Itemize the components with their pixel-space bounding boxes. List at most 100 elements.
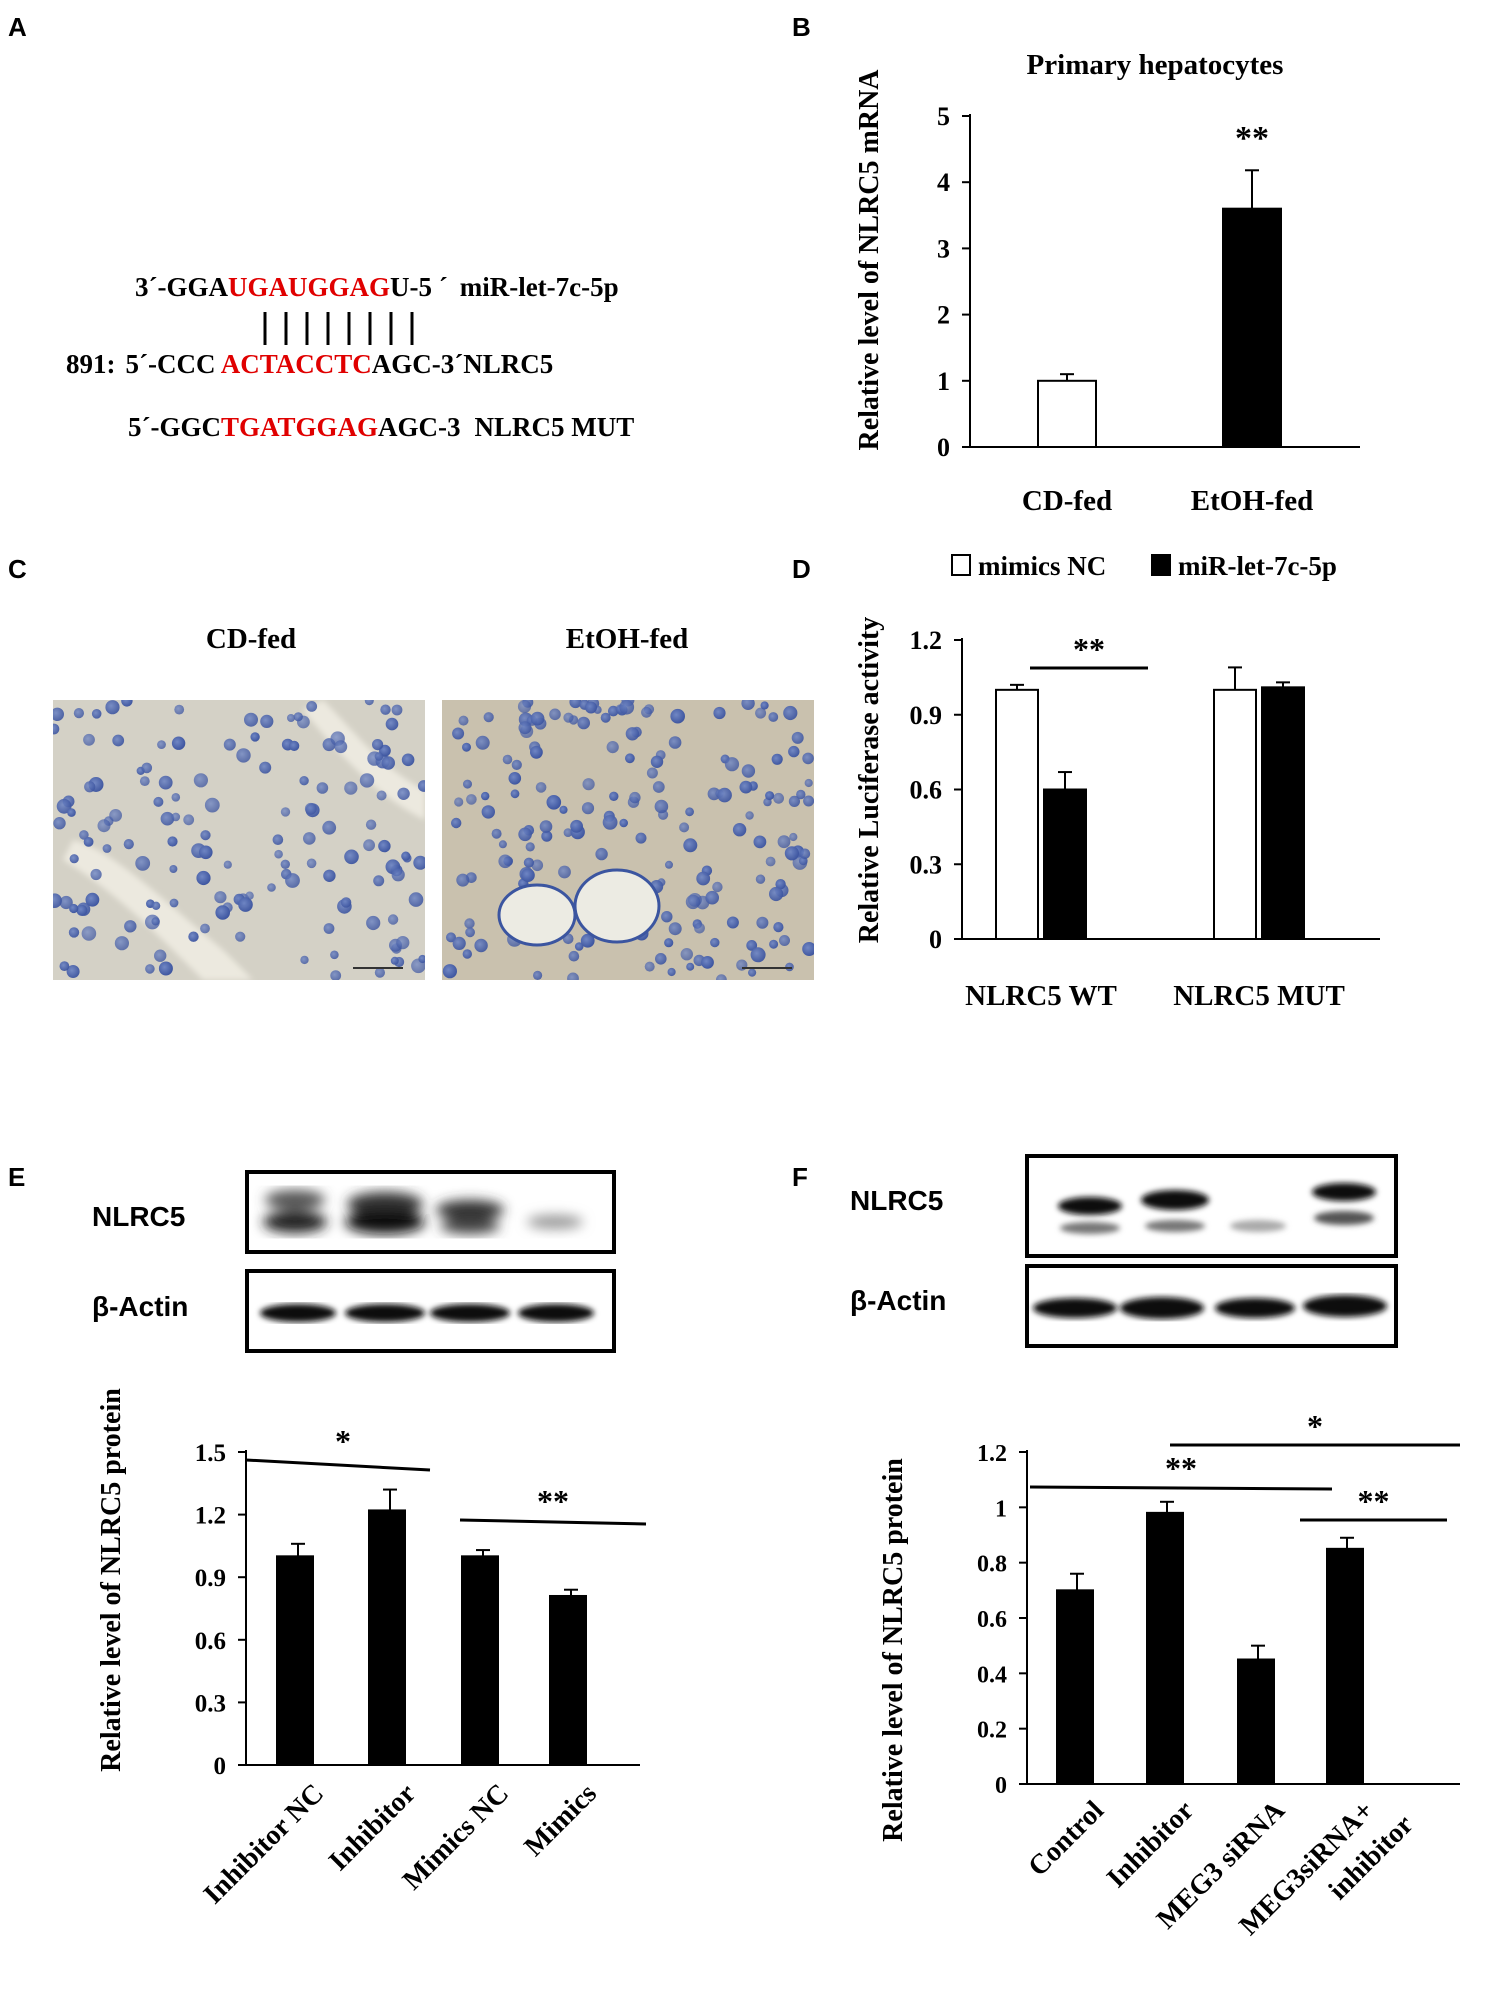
nucleus-dot — [789, 832, 798, 842]
nucleus-dot — [56, 798, 72, 814]
bar-mimics-nc-1 — [1213, 688, 1257, 940]
nucleus-dot — [387, 914, 399, 925]
nucleus-dot — [69, 903, 79, 914]
y-tick-label: 0.9 — [195, 1565, 226, 1592]
nucleus-dot — [141, 762, 153, 774]
nucleus-dot — [458, 715, 469, 726]
nucleus-dot — [364, 700, 374, 706]
nucleus-dot — [145, 964, 155, 974]
category-label: Inhibitor NC — [198, 1778, 330, 1910]
nucleus-dot — [169, 865, 178, 873]
nucleus-dot — [381, 756, 395, 770]
nucleus-dot — [167, 836, 178, 847]
significance-marker: * — [1307, 1408, 1323, 1444]
nucleus-dot — [199, 845, 213, 860]
nucleus-dot — [376, 790, 387, 801]
y-tick-label: 0.3 — [910, 850, 943, 879]
micrograph-title-etoh-fed: EtOH-fed — [566, 623, 688, 655]
nucleus-dot — [330, 970, 342, 980]
bar-mimics-nc-0 — [995, 688, 1039, 940]
nucleus-dot — [84, 781, 96, 793]
nucleus-dot — [171, 812, 181, 822]
nucleus-dot — [577, 716, 590, 730]
significance-line — [1029, 1485, 1333, 1491]
nucleus-dot — [523, 857, 534, 868]
nucleus-dot — [783, 705, 798, 721]
nucleus-dot — [745, 811, 754, 820]
nucleus-dot — [481, 791, 490, 801]
nucleus-dot — [85, 892, 100, 907]
nucleus-dot — [83, 733, 95, 746]
sequence-alignment: 3´-GGAUGAUGGAGU-5 ´ miR-let-7c-5p 891: 5´-… — [66, 272, 634, 442]
nucleus-dot — [200, 923, 210, 934]
nucleus-dot — [726, 916, 739, 929]
y-tick-label: 0 — [995, 1773, 1007, 1799]
blot-f-nlrc5-label: NLRC5 — [850, 1185, 943, 1216]
micrograph-cd-fed — [53, 700, 425, 980]
nucleus-dot — [559, 805, 568, 814]
nucleus-dot — [289, 740, 300, 751]
nucleus-dot — [260, 714, 274, 728]
panel-label-e: E — [8, 1162, 25, 1192]
nucleus-dot — [316, 782, 329, 794]
y-tick-label: 0 — [937, 433, 950, 462]
mirna-sequence: 3´-GGAUGAUGGAGU-5 ´ miR-let-7c-5p — [135, 272, 619, 302]
nucleus-dot — [183, 814, 195, 826]
nucleus-dot — [568, 950, 580, 962]
nucleus-dot — [701, 956, 714, 969]
legend-label: miR-let-7c-5p — [1178, 551, 1337, 581]
nucleus-dot — [773, 922, 784, 933]
y-axis-title: Relative Luciferase activity — [854, 617, 885, 944]
bar-2 — [1237, 1658, 1275, 1785]
category-label: Control — [1022, 1795, 1110, 1883]
nucleus-dot — [625, 727, 640, 741]
nucleus-dot — [442, 964, 457, 979]
nucleus-dot — [238, 897, 253, 912]
nucleus-dot — [200, 830, 211, 841]
nucleus-dot — [67, 808, 76, 817]
nucleus-dot — [710, 937, 720, 948]
nucleus-dot — [259, 761, 272, 774]
nucleus-dot — [765, 791, 775, 801]
legend-swatch — [951, 554, 971, 576]
nucleus-dot — [491, 828, 502, 839]
micrograph-etoh-fed — [442, 700, 814, 980]
nucleus-dot — [391, 704, 403, 716]
nucleus-dot — [135, 856, 151, 871]
nucleus-dot — [625, 753, 635, 764]
category-label-line: Inhibitor NC — [198, 1778, 330, 1910]
nucleus-dot — [114, 936, 129, 951]
nucleus-dot — [391, 868, 405, 882]
nucleus-dot — [157, 740, 166, 749]
nucleus-dot — [533, 970, 543, 980]
nucleus-dot — [755, 874, 766, 884]
nucleus-dot — [619, 818, 628, 828]
nucleus-dot — [724, 757, 740, 772]
nucleus-dot — [90, 868, 102, 881]
nucleus-dot — [713, 706, 726, 720]
nucleus-dot — [483, 712, 494, 723]
y-axis-title: Relative level of NLRC5 protein — [878, 1458, 909, 1842]
panel-label-f: F — [792, 1162, 808, 1192]
legend-label: mimics NC — [978, 551, 1106, 581]
nucleus-dot — [363, 839, 375, 852]
nucleus-dot — [791, 731, 804, 744]
y-tick-label: 0 — [214, 1753, 227, 1780]
micrograph-panel: CD-fed EtOH-fed — [53, 623, 814, 980]
legend-swatch — [1151, 554, 1171, 576]
nucleus-dot — [401, 753, 415, 767]
category-label: Inhibitor — [323, 1778, 422, 1877]
nucleus-dot — [629, 791, 641, 804]
nucleus-dot — [716, 974, 727, 980]
bar-1 — [368, 1509, 406, 1766]
nucleus-dot — [784, 846, 799, 861]
chart-title: Primary hepatocytes — [1027, 49, 1284, 81]
category-label-line: Mimics — [518, 1778, 603, 1863]
nucleus-dot — [390, 956, 399, 965]
nucleus-dot — [602, 815, 618, 830]
y-axis-title: Relative level of NLRC5 mRNA — [854, 69, 885, 451]
nucleus-dot — [732, 823, 747, 837]
nucleus-dot — [804, 778, 813, 788]
nucleus-dot — [188, 931, 199, 942]
nucleus-dot — [446, 932, 456, 943]
